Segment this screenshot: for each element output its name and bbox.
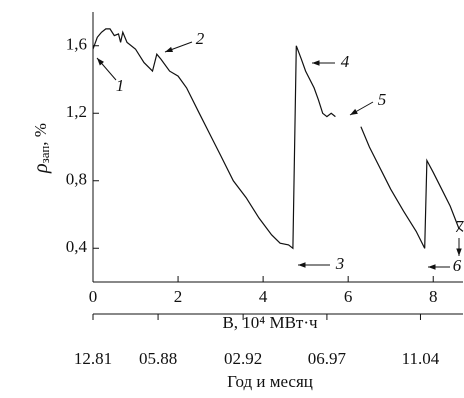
data-line (92, 28, 464, 250)
x2-axis-label: Год и месяц (227, 372, 313, 391)
y-tick-label: 1,6 (66, 35, 87, 54)
x-tick-label: 4 (259, 287, 268, 306)
annotation-arrowhead (298, 262, 306, 268)
x-tick-label: 8 (429, 287, 438, 306)
x-tick-label: 6 (344, 287, 353, 306)
annotation-arrowhead (97, 58, 104, 66)
x-tick-label: 0 (89, 287, 98, 306)
annotation: 3 (335, 254, 345, 273)
y-tick-label: 0,8 (66, 170, 87, 189)
x2-tick-label: 11.04 (402, 349, 440, 368)
y-tick-label: 0,4 (66, 237, 88, 256)
x2-tick-label: 06.97 (308, 349, 347, 368)
annotation: 6 (453, 256, 462, 275)
annotation: 4 (341, 52, 350, 71)
annotation: 5 (378, 90, 387, 109)
annotation-arrowhead (428, 264, 436, 270)
x-axis-label: B, 10⁴ МВт·ч (222, 313, 318, 332)
annotation-arrowhead (456, 248, 462, 256)
x2-tick-label: 05.88 (139, 349, 177, 368)
annotation: 1 (116, 76, 125, 95)
annotation: 7 (455, 217, 464, 236)
annotation-arrowhead (165, 46, 173, 52)
y-axis-label: ρзап, % (30, 123, 52, 174)
annotation-arrowhead (350, 108, 358, 115)
x2-tick-label: 02.92 (224, 349, 262, 368)
x-tick-label: 2 (174, 287, 183, 306)
annotation-arrowhead (312, 60, 320, 66)
x2-tick-label: 12.81 (74, 349, 112, 368)
annotation: 2 (196, 29, 205, 48)
y-tick-label: 1,2 (66, 102, 87, 121)
